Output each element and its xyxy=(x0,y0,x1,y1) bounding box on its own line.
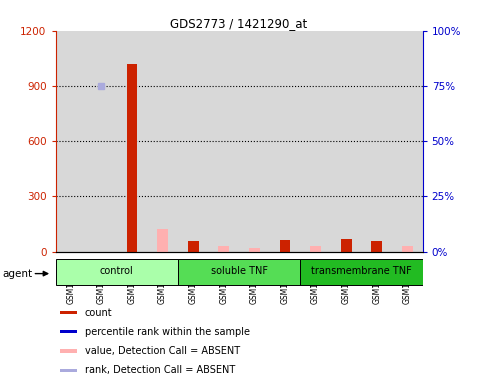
Bar xyxy=(392,31,423,252)
Bar xyxy=(157,230,168,252)
Bar xyxy=(280,240,290,252)
FancyBboxPatch shape xyxy=(56,259,178,285)
Text: soluble TNF: soluble TNF xyxy=(211,266,268,276)
Text: rank, Detection Call = ABSENT: rank, Detection Call = ABSENT xyxy=(85,365,235,375)
Bar xyxy=(249,248,260,252)
Text: value, Detection Call = ABSENT: value, Detection Call = ABSENT xyxy=(85,346,240,356)
Bar xyxy=(188,242,199,252)
Bar xyxy=(56,31,86,252)
Text: transmembrane TNF: transmembrane TNF xyxy=(311,266,412,276)
Bar xyxy=(270,31,300,252)
FancyBboxPatch shape xyxy=(300,259,423,285)
Bar xyxy=(117,31,147,252)
Title: GDS2773 / 1421290_at: GDS2773 / 1421290_at xyxy=(170,17,308,30)
Bar xyxy=(209,31,239,252)
Bar xyxy=(218,247,229,252)
Bar xyxy=(60,369,76,372)
Bar xyxy=(147,31,178,252)
Bar xyxy=(361,31,392,252)
Bar xyxy=(60,311,76,314)
Bar xyxy=(86,31,117,252)
Bar xyxy=(371,241,382,252)
Text: count: count xyxy=(85,308,113,318)
Bar xyxy=(341,238,352,252)
Text: agent: agent xyxy=(2,269,32,279)
Bar xyxy=(127,64,137,252)
FancyBboxPatch shape xyxy=(178,259,300,285)
Bar xyxy=(300,31,331,252)
Bar xyxy=(310,247,321,252)
Bar xyxy=(331,31,361,252)
Bar xyxy=(178,31,209,252)
Bar xyxy=(239,31,270,252)
Bar xyxy=(402,246,412,252)
Text: control: control xyxy=(100,266,134,276)
Text: percentile rank within the sample: percentile rank within the sample xyxy=(85,327,250,337)
Bar xyxy=(60,330,76,333)
Bar xyxy=(60,349,76,353)
